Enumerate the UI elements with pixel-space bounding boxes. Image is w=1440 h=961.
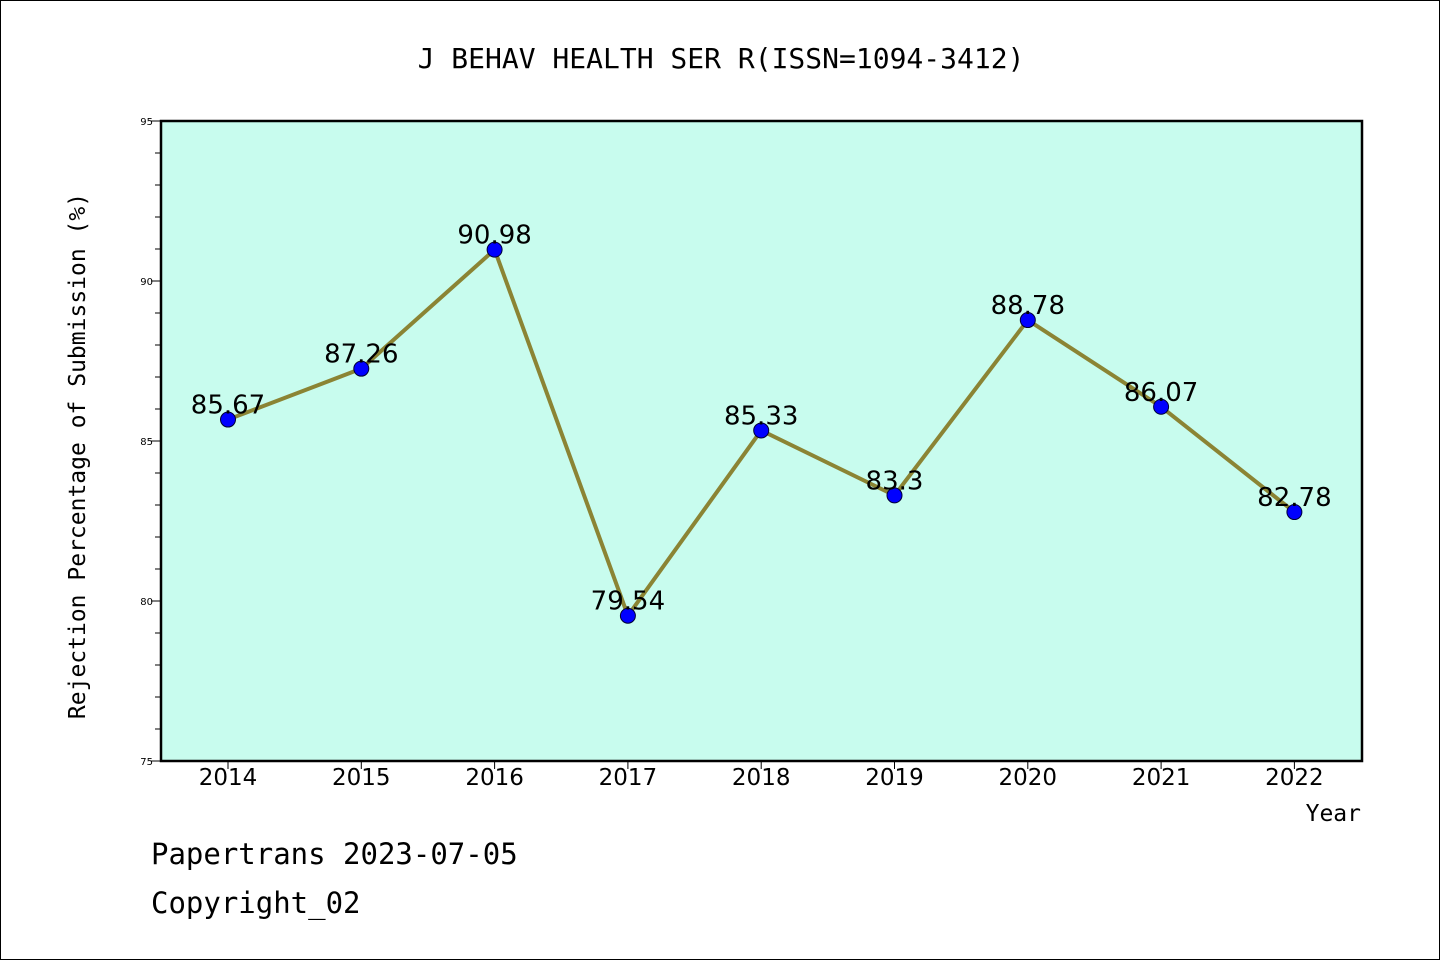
- x-tick-label: 2015: [332, 765, 391, 791]
- data-label: 83.3: [866, 466, 924, 496]
- y-tick-label: 95: [140, 117, 153, 128]
- x-tick-label: 2021: [1132, 765, 1191, 791]
- y-axis: 75 80 85 90 95: [140, 117, 161, 768]
- plot-area: [159, 119, 1364, 763]
- y-axis-label: Rejection Percentage of Submission (%): [65, 193, 91, 719]
- data-label: 85.67: [191, 391, 265, 421]
- x-tick-label: 2019: [865, 765, 924, 791]
- x-tick-label: 2017: [599, 765, 658, 791]
- data-label: 90.98: [457, 221, 531, 251]
- data-point: [1286, 504, 1303, 521]
- y-tick-label: 85: [140, 437, 153, 448]
- data-label: 88.78: [991, 291, 1065, 321]
- x-tick-label: 2022: [1265, 765, 1324, 791]
- data-label: 82.78: [1257, 483, 1331, 513]
- data-point: [1019, 312, 1036, 329]
- data-points: [220, 241, 1303, 624]
- data-point: [220, 411, 236, 428]
- x-tick-label: 2020: [999, 765, 1058, 791]
- data-point: [1153, 398, 1170, 415]
- y-tick-label: 80: [140, 597, 153, 608]
- data-point: [753, 422, 770, 439]
- x-tick-label: 2016: [465, 765, 524, 791]
- data-labels: 85.67 87.26 90.98 79.54 85.33 83.3 88.78 86.07 8…: [191, 221, 1332, 617]
- data-point: [353, 360, 370, 377]
- data-point: [886, 487, 903, 504]
- x-tick-label: 2014: [199, 765, 258, 791]
- data-point: [619, 607, 636, 624]
- y-tick-label: 75: [140, 757, 153, 768]
- x-axis: 2014 2015 2016 2017 2018 2019 2020 2021 2022: [199, 761, 1324, 791]
- footer-date: Papertrans 2023-07-05: [151, 837, 518, 871]
- chart-title: J BEHAV HEALTH SER R(ISSN=1094-3412): [418, 42, 1025, 75]
- x-axis-label: Year: [1306, 801, 1361, 827]
- footer-copyright: Copyright_02: [151, 886, 361, 920]
- data-label: 79.54: [591, 587, 665, 617]
- data-point: [486, 241, 503, 258]
- data-label: 86.07: [1124, 378, 1198, 408]
- data-label: 87.26: [324, 340, 398, 370]
- data-label: 85.33: [724, 401, 798, 431]
- y-tick-label: 90: [140, 277, 153, 288]
- x-tick-label: 2018: [732, 765, 791, 791]
